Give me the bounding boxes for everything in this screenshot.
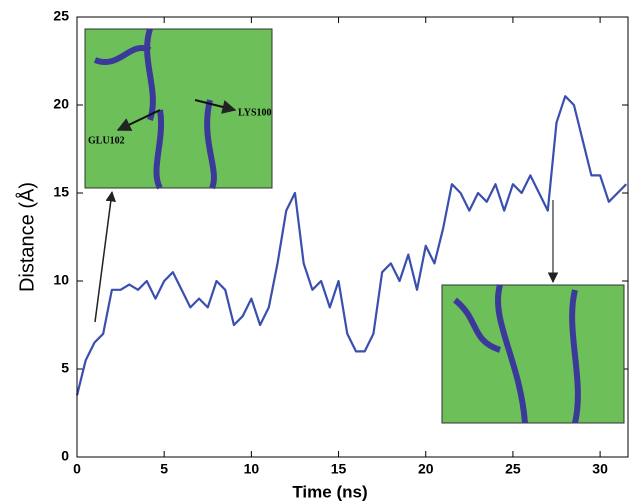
y-tick-label: 5 (61, 360, 69, 376)
y-tick-label: 10 (53, 272, 69, 288)
arrow (194, 99, 237, 114)
y-tick-label: 25 (53, 8, 69, 24)
x-axis-label: Time (ns) (292, 482, 367, 501)
inset-ribbon (93, 28, 217, 190)
inset-image (84, 28, 273, 189)
x-tick-label: 25 (505, 461, 521, 477)
y-tick-label: 20 (53, 96, 69, 112)
annotation: GLU102 (88, 135, 125, 146)
line (75, 95, 628, 396)
x-tick-label: 5 (160, 461, 168, 477)
annotation: LYS100 (238, 107, 272, 118)
x-tick-label: 15 (331, 461, 347, 477)
x-tick-label: 0 (73, 461, 81, 477)
arrow (94, 190, 116, 323)
y-axis-label: Distance (Å) (15, 182, 38, 292)
y-tick-label: 0 (61, 448, 69, 464)
inset-ribbon (453, 284, 581, 424)
x-tick-label: 20 (418, 461, 434, 477)
inset-image (441, 284, 625, 424)
arrow (116, 109, 161, 131)
x-tick-label: 10 (244, 461, 260, 477)
x-tick-label: 30 (592, 461, 608, 477)
y-tick-label: 15 (53, 184, 69, 200)
plot-frame (76, 16, 629, 458)
